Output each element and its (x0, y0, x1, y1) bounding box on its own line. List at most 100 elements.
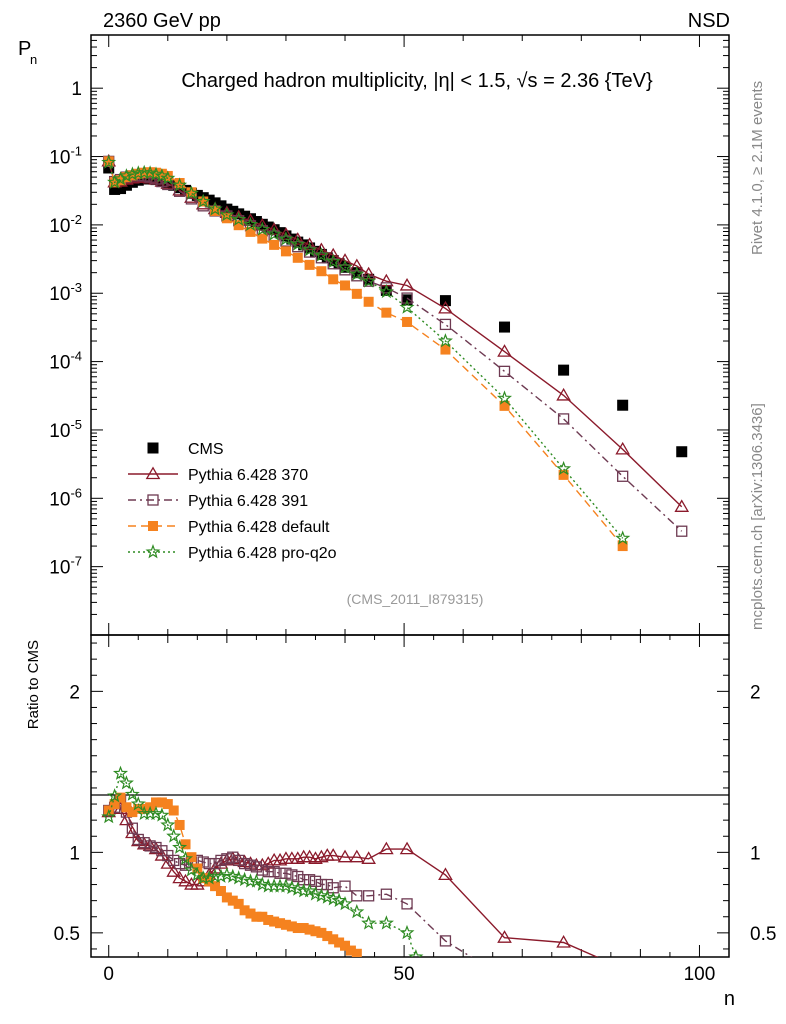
rivet-label: Rivet 4.1.0, ≥ 2.1M events (749, 81, 766, 255)
data-point (112, 765, 129, 780)
data-point (245, 908, 256, 919)
data-point (399, 841, 415, 855)
data-point (439, 295, 451, 307)
data-point (556, 935, 571, 948)
data-point (322, 931, 333, 942)
legend-marker (148, 521, 158, 531)
data-point (327, 258, 339, 270)
data-point (260, 856, 276, 869)
data-point (101, 809, 117, 824)
series-pythia-6-428-pro-q2o (101, 154, 631, 545)
data-point (272, 852, 288, 866)
data-point (496, 390, 513, 405)
main-series (101, 153, 690, 552)
legend-label: Pythia 6.428 391 (188, 493, 308, 510)
data-point (438, 867, 453, 881)
data-point (349, 904, 365, 919)
data-point (154, 807, 170, 822)
legend-label: CMS (188, 441, 224, 458)
main-frame (90, 34, 730, 636)
data-point (340, 940, 351, 951)
data-point (256, 864, 268, 876)
data-point (339, 880, 351, 892)
main-panel: 1 10-1 10-2 10-3 10-4 10-5 10-6 10-7 Charged ha… (18, 34, 730, 636)
y-tick-label-right: 0.5 (750, 924, 776, 945)
data-point (174, 178, 185, 189)
data-point (103, 162, 115, 174)
data-point (314, 849, 329, 863)
data-point (363, 296, 374, 307)
data-point (308, 851, 323, 864)
data-point (315, 252, 328, 264)
data-point (213, 868, 229, 883)
data-point (399, 924, 415, 940)
data-point (254, 857, 270, 871)
data-point (558, 364, 570, 376)
data-point (380, 282, 393, 294)
data-point (191, 189, 203, 201)
data-point (337, 849, 353, 863)
data-point (148, 841, 164, 855)
data-point (499, 321, 511, 333)
watermark-label: (CMS_2011_I879315) (347, 591, 484, 607)
data-point (233, 220, 244, 231)
legend-marker (145, 466, 161, 480)
ratio-frame (90, 634, 730, 958)
data-point (361, 273, 377, 288)
data-point (221, 853, 233, 865)
svg-text:n: n (30, 52, 37, 67)
data-point (617, 399, 629, 411)
data-point (156, 797, 167, 808)
data-point (302, 883, 318, 898)
data-point (183, 185, 199, 200)
data-point (127, 170, 138, 181)
data-point (274, 867, 286, 879)
data-point (345, 945, 356, 956)
data-point (351, 948, 362, 957)
y-tick-label-right: 2 (750, 682, 761, 703)
data-point (266, 226, 282, 241)
data-point (190, 877, 205, 890)
data-point (361, 851, 376, 864)
legend-entry: CMS (147, 441, 224, 458)
data-point (107, 788, 123, 803)
data-point (198, 196, 209, 207)
data-point (138, 173, 150, 185)
data-point (168, 805, 179, 816)
data-point (173, 857, 186, 870)
data-point (327, 255, 339, 267)
data-point (380, 284, 392, 296)
data-point (263, 914, 274, 925)
data-point (497, 344, 512, 357)
data-point (351, 270, 363, 282)
data-point (139, 167, 150, 178)
data-point (349, 266, 365, 281)
legend-entry: Pythia 6.428 391 (128, 493, 308, 510)
data-point (558, 469, 569, 480)
data-point (127, 807, 138, 818)
data-point (351, 267, 363, 279)
legend-entry: Pythia 6.428 pro-q2o (128, 544, 337, 562)
data-point (245, 226, 256, 237)
data-point (210, 881, 221, 892)
data-point (189, 867, 205, 882)
data-point (207, 201, 223, 216)
data-point (115, 183, 127, 195)
data-point (215, 200, 227, 212)
data-point (221, 892, 232, 903)
data-point (197, 856, 209, 868)
legend-label: Pythia 6.428 default (188, 519, 330, 536)
data-point (292, 252, 303, 263)
data-point (262, 866, 274, 878)
series-line (108, 162, 624, 539)
data-point (286, 869, 298, 881)
data-point (314, 242, 329, 256)
data-point (248, 873, 264, 888)
data-point (150, 797, 161, 808)
data-point (257, 911, 268, 922)
data-point (268, 866, 280, 878)
y-tick-label: 10-1 (49, 144, 82, 169)
data-point (275, 918, 286, 929)
y-tick-label-right: 1 (750, 843, 761, 864)
data-point (292, 241, 304, 253)
